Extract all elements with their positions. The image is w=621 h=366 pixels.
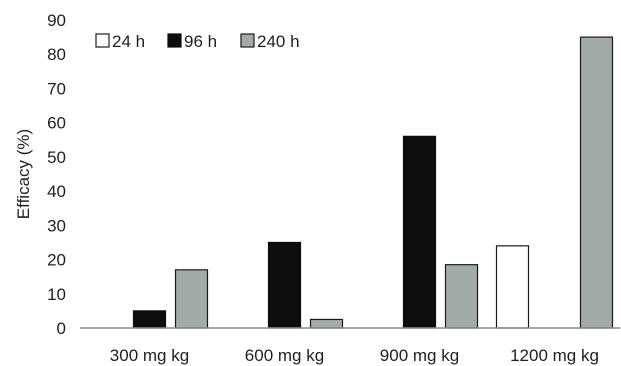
bar-24h-3: [495, 245, 530, 329]
y-axis-title: Efficacy (%): [14, 129, 33, 219]
y-tick-label: 20: [47, 251, 66, 270]
x-tick-label: 600 mg kg: [245, 346, 324, 365]
y-tick-label: 60: [47, 114, 66, 133]
y-tick-label: 50: [47, 148, 66, 167]
bar-96h-2: [402, 135, 437, 329]
x-tick-label: 300 mg kg: [110, 346, 189, 365]
x-axis-labels: 300 mg kg 600 mg kg 900 mg kg 1200 mg kg: [110, 346, 599, 365]
bar-240h-3: [579, 36, 614, 329]
y-axis-ticks: 0 10 20 30 40 50 60 70 80 90: [47, 11, 66, 338]
y-tick-label: 90: [47, 11, 66, 30]
x-tick-label: 1200 mg kg: [510, 346, 599, 365]
legend-label-24h: 24 h: [112, 32, 145, 51]
bars-group: [132, 36, 614, 329]
y-tick-label: 30: [47, 216, 66, 235]
legend-swatch-24h: [95, 33, 110, 48]
y-tick-label: 80: [47, 45, 66, 64]
y-tick-label: 70: [47, 79, 66, 98]
bar-96h-1: [267, 241, 302, 329]
bar-240h-2: [444, 264, 479, 329]
legend: 24 h 96 h 240 h: [95, 32, 300, 51]
y-tick-label: 0: [57, 319, 66, 338]
y-tick-label: 10: [47, 285, 66, 304]
x-tick-label: 900 mg kg: [380, 346, 459, 365]
bar-240h-0: [174, 269, 209, 329]
bar-240h-1: [309, 318, 344, 329]
legend-swatch-96h: [167, 33, 182, 48]
y-tick-label: 40: [47, 182, 66, 201]
legend-label-96h: 96 h: [184, 32, 217, 51]
bar-96h-0: [132, 310, 167, 329]
legend-label-240h: 240 h: [257, 32, 300, 51]
legend-swatch-240h: [240, 33, 255, 48]
